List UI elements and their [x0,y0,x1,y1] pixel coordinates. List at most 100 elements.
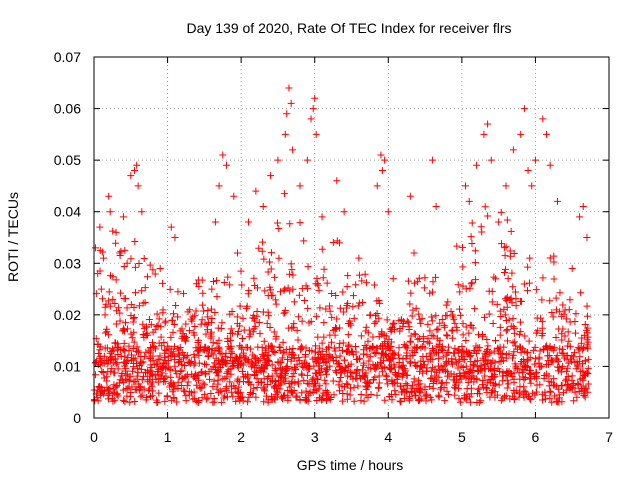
data-point-bulk [583,302,591,310]
data-point [524,166,532,174]
data-point-bulk [163,392,171,400]
data-point-bulk [343,347,351,355]
data-point [106,208,114,216]
data-point-bulk [290,298,298,306]
data-point-bulk [157,333,165,341]
data-point-bulk [207,319,215,327]
data-point [171,234,179,241]
data-point-bulk [180,386,188,394]
data-point-bulk [129,355,137,363]
data-point-bulk [146,261,154,269]
data-point-bulk [456,311,464,319]
data-point-bulk [328,289,336,297]
data-point-bulk [379,349,387,357]
data-point-bulk [471,259,479,267]
data-point-bulk [147,321,155,329]
data-point-bulk [333,368,341,376]
data-point-bulk [451,344,459,352]
data-point-bulk [389,275,397,283]
data-point-bulk [382,371,390,379]
data-point-bulk [554,363,562,371]
data-point-bulk [236,353,244,361]
data-point-bulk [363,351,371,359]
data-point-bulk [558,349,566,357]
data-point-bulk [427,355,435,363]
data-point-bulk [467,233,475,241]
data-point-bulk [246,345,254,353]
data-point-bulk [525,392,533,400]
data-point-bulk [387,366,395,374]
data-point-bulk [316,362,324,370]
data-point-bulk [484,342,492,350]
data-point-bulk [562,377,570,385]
data-point-bulk [509,283,517,291]
data-point-bulk [432,312,440,320]
data-point-bulk [171,367,179,375]
data-point-bulk [198,316,206,324]
data-point-bulk [443,387,451,395]
data-point-bulk [322,305,330,313]
data-point-bulk [496,331,504,339]
data-point-bulk [266,323,274,331]
data-point-bulk [190,388,198,396]
data-point-bulk [563,367,571,375]
data-point-bulk [461,356,469,364]
data-point-bulk [288,388,296,396]
data-point-bulk [420,284,428,292]
data-point-bulk [561,354,569,362]
data-point-bulk [281,190,289,198]
data-point-bulk [548,309,556,317]
data-point-bulk [188,370,196,378]
data-point-bulk [517,297,525,305]
data-point-bulk [315,286,323,294]
data-point-bulk [443,331,451,339]
data-point-bulk [166,365,174,373]
data-point-bulk [497,313,505,321]
data-point-bulk [113,390,121,398]
data-point-bulk [264,268,272,276]
data-point-bulk [298,362,306,370]
data-point-bulk [465,368,473,376]
data-point-bulk [319,274,327,282]
data-point-bulk [149,328,157,336]
data-point-bulk [517,358,525,366]
data-point-bulk [195,343,203,351]
data-point-bulk [305,380,313,388]
data-point-bulk [530,346,538,354]
data-point [222,161,230,169]
data-point-bulk [516,375,524,383]
data-point-bulk [443,312,451,320]
data-point-bulk [546,254,554,262]
data-point-bulk [484,212,492,220]
data-point-bulk [463,348,471,356]
data-point-bulk [336,304,344,312]
data-point-bulk [127,255,135,263]
data-point-bulk [459,331,467,339]
data-point-bulk [109,385,117,393]
data-point [531,156,539,164]
data-point-bulk [289,323,297,331]
data-point-bulk [105,288,113,296]
data-point-bulk [111,396,119,404]
data-point-bulk [516,331,524,339]
data-point-bulk [185,387,193,395]
data-point-bulk [228,350,236,358]
data-point-bulk [170,356,178,364]
data-point-bulk [131,237,139,245]
data-point-bulk [523,349,531,357]
data-point-bulk [386,355,394,363]
data-point-bulk [323,364,331,372]
data-point-bulk [181,332,189,340]
data-point-bulk [146,385,154,393]
data-point-bulk [438,342,446,350]
data-point-bulk [486,393,494,401]
data-point-bulk [493,300,501,308]
data-point [576,213,584,221]
data-point-bulk [263,380,271,388]
data-point-bulk [164,352,172,360]
data-point-bulk [450,315,458,323]
data-point-bulk [480,313,488,321]
data-point-bulk [192,307,200,315]
data-point-bulk [444,372,452,380]
data-point-bulk [499,372,507,380]
